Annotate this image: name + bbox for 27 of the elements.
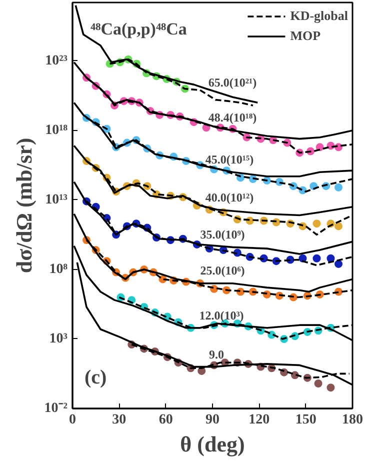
x-axis-title: θ (deg)	[180, 432, 245, 456]
y-tick-label: 10³	[49, 331, 68, 346]
y-tick-label: 10⁻²	[44, 401, 68, 416]
annotation: 65.0(10²¹)	[208, 76, 257, 90]
y-tick-label: 10¹³	[45, 192, 68, 208]
x-tick-label: 150	[295, 412, 316, 428]
annotation: 45.0(10¹⁵)	[205, 152, 254, 166]
annotation: 9.0	[209, 348, 224, 362]
x-tick-label: 30	[112, 412, 126, 428]
annotation: 48.4(10¹⁸)	[208, 110, 257, 124]
x-tick-label: 180	[342, 412, 363, 428]
annotation: 12.0(10³)	[199, 308, 244, 322]
y-tick-label: 10²³	[45, 53, 68, 68]
x-tick-label: 90	[206, 412, 220, 428]
x-tick-label: 120	[248, 412, 270, 428]
annotation: 35.0(10⁹)	[200, 228, 245, 242]
x-tick-label: 60	[158, 412, 173, 428]
y-tick-label: 10⁸	[49, 262, 68, 277]
legend-label: MOP	[290, 28, 321, 44]
annotation: 40.0(10¹²)	[205, 190, 254, 204]
y-tick-label: 10¹⁸	[45, 122, 68, 138]
legend-label: KD-global	[290, 8, 348, 24]
annotation: (c)	[84, 366, 107, 388]
text: ⁴⁸Ca(p,p)⁴⁸Ca	[90, 20, 188, 38]
x-tick-label: 0	[69, 412, 76, 428]
annotation: 25.0(10⁶)	[200, 264, 245, 278]
y-axis-title: dσ/dΩ (mb/sr)	[11, 138, 36, 274]
